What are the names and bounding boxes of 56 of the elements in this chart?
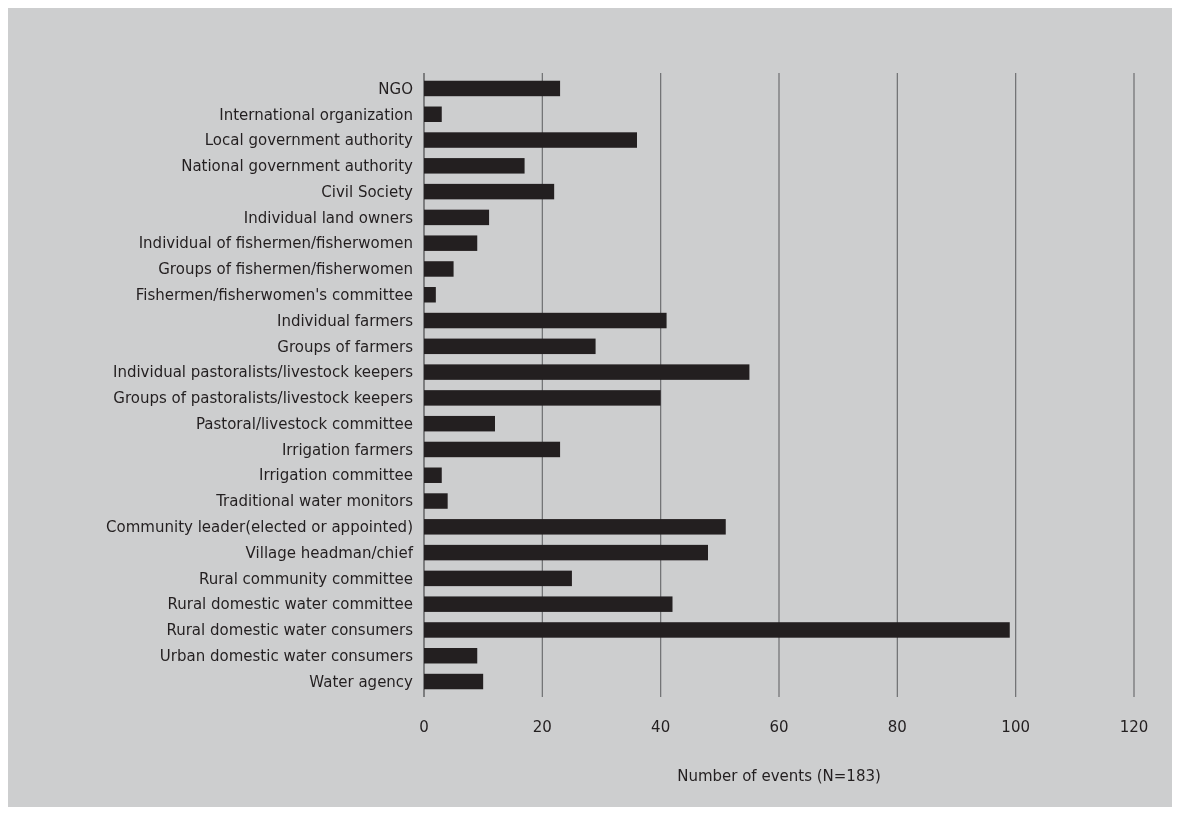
bar	[424, 493, 448, 509]
y-tick-label: Rural community committee	[199, 569, 413, 588]
bar	[424, 467, 442, 483]
y-tick-label: International organization	[219, 105, 413, 124]
y-tick-label: NGO	[378, 79, 413, 98]
x-tick-label: 100	[1001, 718, 1030, 736]
bar	[424, 544, 708, 561]
bar	[424, 287, 436, 303]
x-tick-label: 20	[532, 718, 552, 736]
bar	[424, 570, 572, 587]
bar	[424, 519, 726, 535]
y-tick-label: Irrigation farmers	[281, 440, 414, 459]
bar	[424, 415, 495, 432]
x-axis-title: Number of events (N=183)	[677, 767, 881, 785]
y-tick-label: Rural domestic water consumers	[166, 621, 414, 640]
bar	[424, 441, 561, 458]
y-tick-label: Groups of pastoralists/livestock keepers	[113, 389, 414, 408]
bar	[424, 312, 667, 329]
bar	[424, 132, 637, 148]
bar	[424, 209, 490, 226]
y-tick-label: Individual land owners	[243, 208, 414, 227]
bar	[424, 596, 673, 612]
y-tick-label: Water agency	[309, 672, 414, 691]
bar	[424, 622, 1010, 638]
bar	[424, 235, 478, 251]
x-tick-label: 40	[651, 718, 671, 736]
y-tick-label: Individual farmers	[276, 311, 414, 330]
bar	[424, 183, 555, 200]
y-tick-label: Civil Society	[321, 182, 414, 201]
y-tick-label: Village headman/chief	[245, 543, 414, 562]
bar	[424, 390, 661, 406]
y-tick-label: Individual pastoralists/livestock keepers	[112, 363, 414, 382]
bar	[424, 364, 750, 380]
y-tick-label: Pastoral/livestock committee	[195, 414, 413, 433]
y-tick-label: Rural domestic water committee	[167, 595, 413, 614]
y-tick-label: Individual of fishermen/fisherwomen	[138, 234, 413, 253]
y-tick-label: Groups of farmers	[277, 337, 414, 356]
y-tick-label: Irrigation committee	[259, 466, 413, 485]
y-tick-label: Fishermen/fisherwomen's committee	[135, 286, 413, 304]
bar	[424, 80, 561, 97]
bar	[424, 158, 525, 174]
y-tick-label: Community leader(elected or appointed)	[106, 518, 413, 537]
bar	[424, 648, 478, 664]
x-tick-label: 80	[887, 718, 907, 736]
x-tick-label: 0	[419, 718, 429, 736]
y-tick-label: Traditional water monitors	[215, 492, 414, 511]
bar	[424, 106, 442, 122]
bar	[424, 261, 454, 277]
x-tick-label: 120	[1119, 718, 1149, 736]
y-tick-label: National government authority	[181, 157, 414, 176]
bar	[424, 338, 596, 355]
x-tick-label: 60	[769, 718, 789, 736]
y-tick-label: Local government authority	[204, 131, 414, 150]
y-tick-label: Urban domestic water consumers	[159, 646, 414, 665]
y-tick-label: Groups of fishermen/fisherwomen	[158, 260, 413, 279]
bar	[424, 673, 484, 690]
